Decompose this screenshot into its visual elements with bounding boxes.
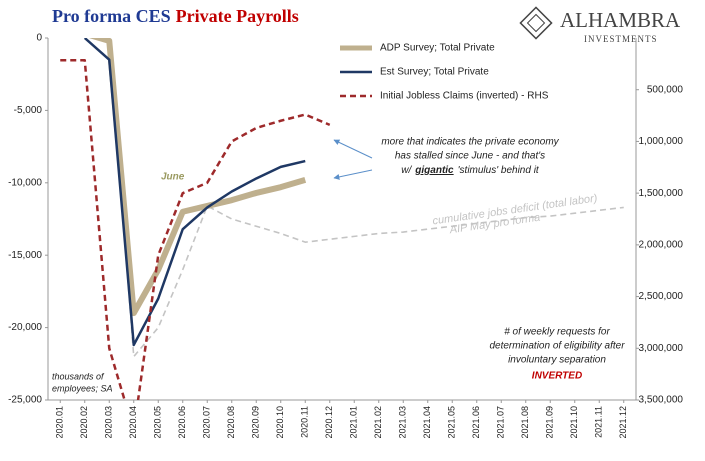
annotation: involuntary separation — [508, 355, 606, 366]
annotation: w/gigantic 'stimulus' behind it — [401, 165, 540, 176]
x-tick-label: 2020.07 — [202, 406, 212, 439]
annotation: June — [161, 172, 185, 183]
deficit-line — [108, 38, 624, 358]
chart-title: Pro forma CES Private Payrolls — [52, 6, 299, 26]
x-tick-label: 2021.09 — [545, 406, 555, 439]
x-tick-label: 2021.08 — [520, 406, 530, 439]
arrow — [333, 139, 373, 159]
x-tick-label: 2020.09 — [251, 406, 261, 439]
x-tick-label: 2020.08 — [226, 406, 236, 439]
annotation: has stalled since June - and that's — [395, 151, 545, 162]
x-tick-label: 2020.04 — [128, 406, 138, 439]
x-tick-label: 2021.04 — [422, 406, 432, 439]
logo-text: ALHAMBRA — [560, 8, 681, 32]
x-tick-label: 2021.01 — [349, 406, 359, 439]
annotation: employees; SA — [52, 383, 113, 393]
annotation-part: w/ — [401, 165, 412, 176]
x-tick-label: 2020.03 — [104, 406, 114, 439]
annotation: thousands of — [52, 371, 105, 381]
y2-tick-label: 1,500,000 — [639, 188, 684, 199]
x-tick-label: 2021.10 — [569, 406, 579, 439]
y2-tick-label: 3,500,000 — [639, 395, 684, 406]
arrow — [333, 169, 373, 180]
y-tick-label: -25,000 — [8, 395, 42, 406]
y-tick-label: 0 — [36, 33, 42, 44]
y2-tick-label: 2,000,000 — [639, 239, 684, 250]
x-tick-label: 2020.12 — [324, 406, 334, 439]
y2-tick-label: 3,000,000 — [639, 343, 684, 354]
x-tick-label: 2020.06 — [177, 406, 187, 439]
series-line — [60, 58, 331, 400]
x-tick-label: 2020.10 — [275, 406, 285, 439]
y-tick-label: -10,000 — [8, 177, 42, 188]
logo-subtext: INVESTMENTS — [584, 34, 658, 44]
legend-label: Initial Jobless Claims (inverted) - RHS — [380, 91, 549, 102]
annotation: more that indicates the private economy — [381, 137, 559, 148]
annotation-part: gigantic — [414, 165, 454, 176]
x-tick-label: 2021.03 — [398, 406, 408, 439]
x-tick-label: 2021.06 — [471, 406, 481, 439]
y-tick-label: -5,000 — [14, 105, 43, 116]
y-tick-label: -15,000 — [8, 250, 42, 261]
legend-label: ADP Survey; Total Private — [380, 43, 495, 54]
x-tick-label: 2020.01 — [55, 406, 65, 439]
y2-tick-label: 500,000 — [647, 84, 684, 95]
y2-tick-label: 2,500,000 — [639, 291, 684, 302]
series-line — [83, 38, 306, 347]
x-tick-label: 2021.05 — [447, 406, 457, 439]
x-tick-label: 2020.02 — [79, 406, 89, 439]
x-tick-label: 2021.02 — [373, 406, 383, 439]
annotation: determination of eligibility after — [489, 341, 625, 352]
y2-tick-label: 1,000,000 — [639, 136, 684, 147]
annotation: # of weekly requests for — [504, 327, 610, 338]
plot-area — [60, 38, 624, 400]
annotation: INVERTED — [532, 371, 582, 382]
y-tick-label: -20,000 — [8, 322, 42, 333]
logo: ALHAMBRA INVESTMENTS — [519, 6, 681, 44]
legend-label: Est Survey; Total Private — [380, 67, 489, 78]
x-tick-label: 2021.07 — [496, 406, 506, 439]
x-tick-label: 2021.11 — [594, 406, 604, 438]
series-line — [88, 38, 307, 317]
x-tick-label: 2021.12 — [618, 406, 628, 439]
x-tick-label: 2020.11 — [300, 406, 310, 438]
x-tick-label: 2020.05 — [153, 406, 163, 439]
annotation-part: 'stimulus' behind it — [458, 165, 540, 176]
